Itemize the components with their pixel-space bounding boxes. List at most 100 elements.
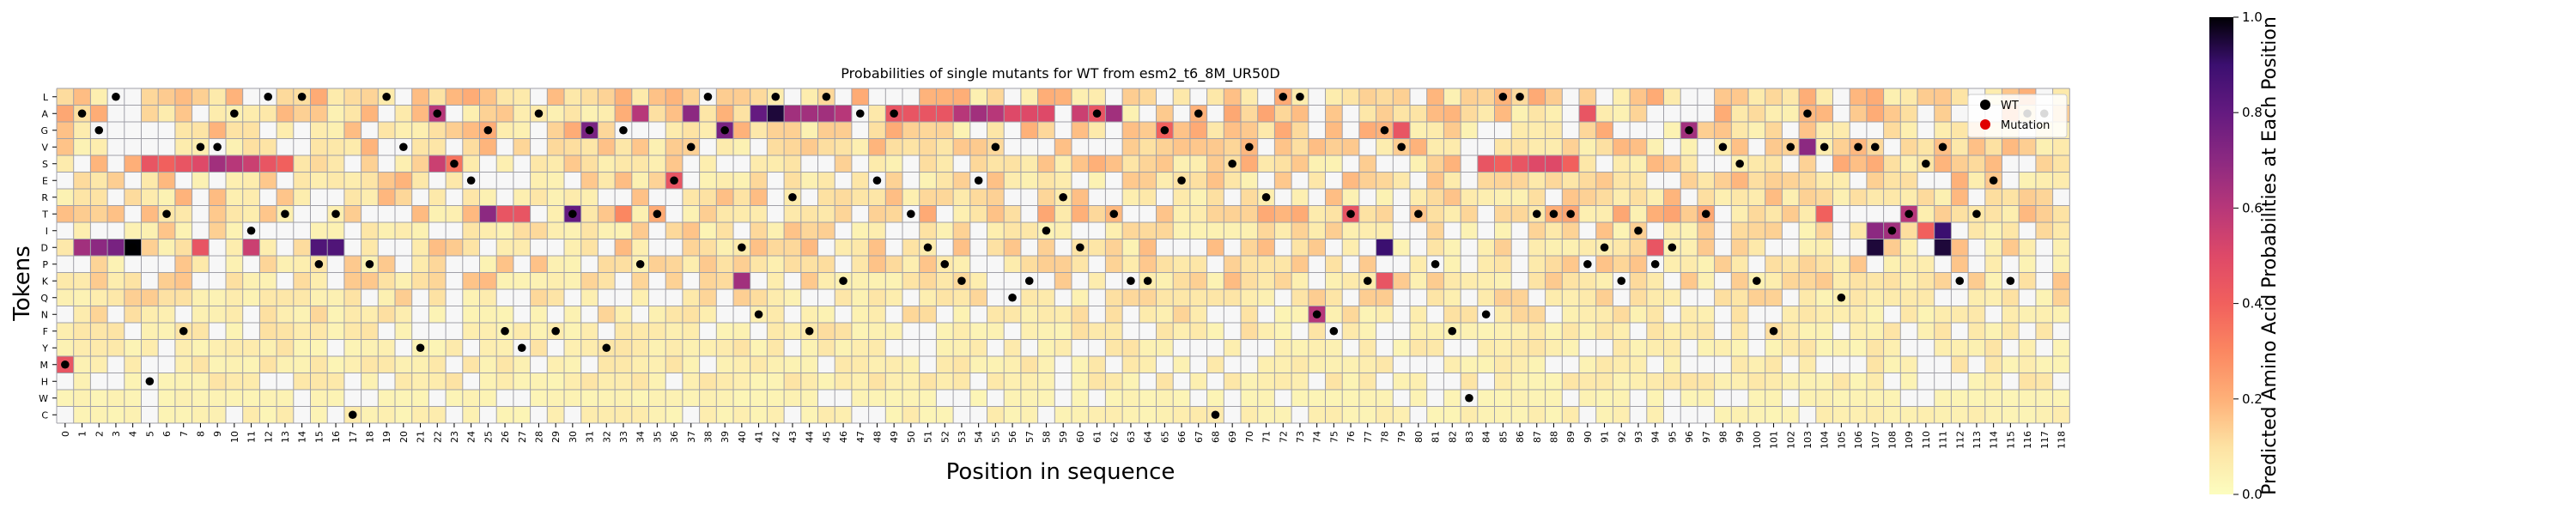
heatmap-cell bbox=[716, 138, 733, 155]
heatmap-cell bbox=[174, 222, 192, 239]
heatmap-cell bbox=[2035, 239, 2053, 256]
heatmap-cell bbox=[462, 205, 480, 222]
heatmap-cell bbox=[428, 138, 447, 155]
heatmap-cell bbox=[2002, 339, 2020, 356]
heatmap-cell bbox=[1984, 138, 2002, 155]
heatmap-cell bbox=[1984, 339, 2002, 356]
heatmap-cell bbox=[462, 306, 480, 323]
heatmap-cell bbox=[57, 205, 74, 222]
heatmap-cell bbox=[1850, 323, 1867, 340]
heatmap-cell bbox=[1494, 390, 1512, 407]
heatmap-cell bbox=[158, 356, 175, 373]
heatmap-cell bbox=[124, 222, 142, 239]
heatmap-cell bbox=[446, 356, 463, 373]
heatmap-cell bbox=[868, 373, 886, 390]
heatmap-cell bbox=[1917, 189, 1935, 206]
heatmap-cell bbox=[1410, 256, 1427, 273]
heatmap-cell bbox=[1613, 256, 1631, 273]
heatmap-cell bbox=[1224, 138, 1241, 155]
heatmap-cell bbox=[919, 256, 937, 273]
heatmap-cell bbox=[1866, 239, 1884, 256]
heatmap-cell bbox=[209, 205, 226, 222]
heatmap-cell bbox=[784, 390, 801, 407]
x-tick-label: 6 bbox=[161, 431, 173, 437]
heatmap-cell bbox=[1528, 189, 1546, 206]
heatmap-cell bbox=[242, 256, 260, 273]
heatmap-cell bbox=[1951, 339, 1969, 356]
heatmap-cell bbox=[124, 390, 142, 407]
heatmap-cell bbox=[209, 256, 226, 273]
heatmap-cell bbox=[1241, 122, 1258, 139]
heatmap-cell bbox=[1342, 323, 1359, 340]
wt-marker bbox=[991, 142, 1000, 152]
heatmap-cell bbox=[699, 272, 717, 289]
heatmap-cell bbox=[1393, 406, 1410, 423]
heatmap-cell bbox=[1443, 205, 1461, 222]
heatmap-cell bbox=[174, 256, 192, 273]
x-tick-label: 24 bbox=[466, 431, 477, 443]
heatmap-cell bbox=[191, 122, 210, 139]
heatmap-cell bbox=[1579, 406, 1596, 423]
heatmap-cell bbox=[1308, 138, 1326, 155]
heatmap-cell bbox=[1426, 390, 1444, 407]
heatmap-cell bbox=[1156, 189, 1174, 206]
heatmap-cell bbox=[1511, 122, 1528, 139]
heatmap-cell bbox=[1308, 105, 1326, 122]
heatmap-cell bbox=[1426, 356, 1444, 373]
heatmap-cell bbox=[733, 205, 750, 222]
heatmap-cell bbox=[1274, 122, 1292, 139]
heatmap-cell bbox=[1291, 272, 1309, 289]
heatmap-cell bbox=[953, 406, 970, 423]
x-tick-label: 1 bbox=[77, 431, 88, 437]
heatmap-cell bbox=[716, 239, 733, 256]
heatmap-cell bbox=[953, 323, 970, 340]
heatmap-cell bbox=[1731, 239, 1748, 256]
heatmap-cell bbox=[73, 189, 91, 206]
heatmap-cell bbox=[496, 239, 513, 256]
x-tick-label: 20 bbox=[398, 431, 410, 443]
heatmap-cell bbox=[1815, 289, 1833, 306]
heatmap-cell bbox=[665, 105, 683, 122]
heatmap-cell bbox=[1274, 306, 1292, 323]
heatmap-cell bbox=[1934, 105, 1952, 122]
x-tick-label: 105 bbox=[1836, 431, 1847, 449]
heatmap-cell bbox=[1731, 88, 1748, 106]
wt-marker bbox=[907, 209, 915, 219]
heatmap-cell bbox=[1934, 189, 1952, 206]
heatmap-cell bbox=[851, 406, 869, 423]
heatmap-cell bbox=[73, 356, 91, 373]
heatmap-cell bbox=[1410, 390, 1427, 407]
heatmap-cell bbox=[124, 189, 142, 206]
heatmap-cell bbox=[580, 323, 598, 340]
wt-markers bbox=[61, 92, 2049, 420]
heatmap-cell bbox=[90, 105, 108, 122]
heatmap-cell bbox=[1173, 256, 1190, 273]
heatmap-cell bbox=[1342, 172, 1359, 189]
heatmap-cell bbox=[1968, 222, 1985, 239]
heatmap-cell bbox=[1799, 222, 1816, 239]
heatmap-cell bbox=[1206, 172, 1224, 189]
wt-marker bbox=[297, 92, 307, 101]
x-tick-label: 87 bbox=[1532, 431, 1543, 443]
heatmap-cell bbox=[1630, 155, 1647, 173]
heatmap-cell bbox=[902, 172, 920, 189]
heatmap-cell bbox=[953, 339, 970, 356]
heatmap-cell bbox=[868, 339, 886, 356]
heatmap-cell bbox=[580, 189, 598, 206]
wt-marker bbox=[1718, 142, 1728, 152]
heatmap-cell bbox=[73, 272, 91, 289]
heatmap-cell bbox=[1241, 189, 1258, 206]
heatmap-cell bbox=[1984, 356, 2002, 373]
heatmap-cell bbox=[1782, 339, 1800, 356]
x-tick-label: 76 bbox=[1346, 431, 1357, 443]
heatmap-cell bbox=[817, 289, 835, 306]
heatmap-cell bbox=[513, 155, 531, 173]
heatmap-cell bbox=[411, 122, 429, 139]
heatmap-cell bbox=[293, 138, 311, 155]
heatmap-cell bbox=[936, 272, 954, 289]
heatmap-cell bbox=[1224, 339, 1241, 356]
x-tick-label: 113 bbox=[1971, 431, 1983, 449]
heatmap-cell bbox=[73, 88, 91, 106]
heatmap-cell bbox=[1799, 289, 1816, 306]
heatmap-cell bbox=[1850, 272, 1867, 289]
